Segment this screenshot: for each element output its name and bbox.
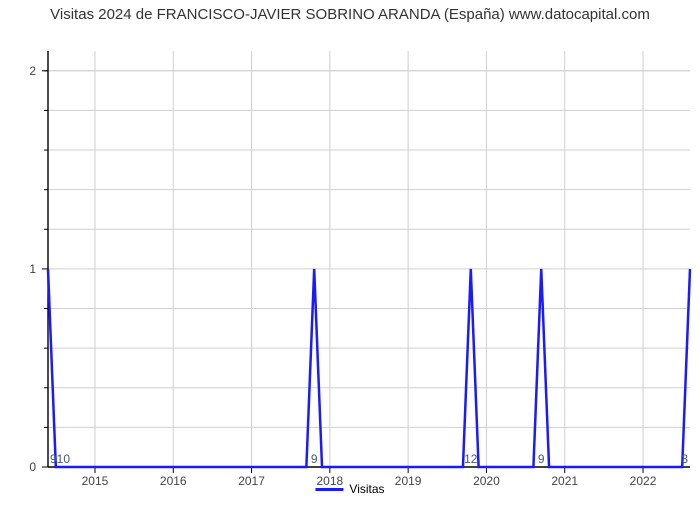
legend-label: Visitas bbox=[349, 482, 384, 496]
svg-text:2017: 2017 bbox=[238, 474, 265, 488]
svg-text:910: 910 bbox=[50, 452, 70, 466]
svg-text:9: 9 bbox=[538, 452, 545, 466]
svg-text:1: 1 bbox=[29, 262, 36, 276]
chart-title: Visitas 2024 de FRANCISCO-JAVIER SOBRINO… bbox=[0, 0, 700, 23]
legend-swatch bbox=[315, 488, 343, 491]
svg-text:2020: 2020 bbox=[473, 474, 500, 488]
svg-text:2021: 2021 bbox=[551, 474, 578, 488]
svg-text:2015: 2015 bbox=[82, 474, 109, 488]
svg-text:2022: 2022 bbox=[630, 474, 657, 488]
svg-text:2: 2 bbox=[29, 64, 36, 78]
line-chart: 0122015201620172018201920202021202291091… bbox=[0, 23, 700, 523]
svg-text:0: 0 bbox=[29, 460, 36, 474]
svg-text:12: 12 bbox=[464, 452, 478, 466]
chart-container: Visitas 2024 de FRANCISCO-JAVIER SOBRINO… bbox=[0, 0, 700, 500]
svg-text:3: 3 bbox=[681, 452, 688, 466]
svg-text:2019: 2019 bbox=[395, 474, 422, 488]
legend: Visitas bbox=[315, 482, 384, 496]
svg-text:9: 9 bbox=[311, 452, 318, 466]
svg-text:2016: 2016 bbox=[160, 474, 187, 488]
